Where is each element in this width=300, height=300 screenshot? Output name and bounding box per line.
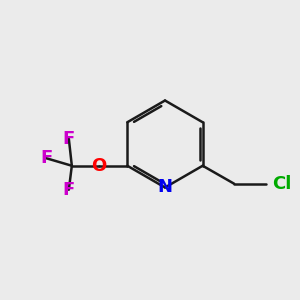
Text: F: F bbox=[40, 149, 52, 167]
Text: N: N bbox=[158, 178, 172, 196]
Text: F: F bbox=[63, 130, 75, 148]
Text: Cl: Cl bbox=[272, 175, 292, 193]
Text: F: F bbox=[63, 181, 75, 199]
Text: O: O bbox=[91, 157, 106, 175]
